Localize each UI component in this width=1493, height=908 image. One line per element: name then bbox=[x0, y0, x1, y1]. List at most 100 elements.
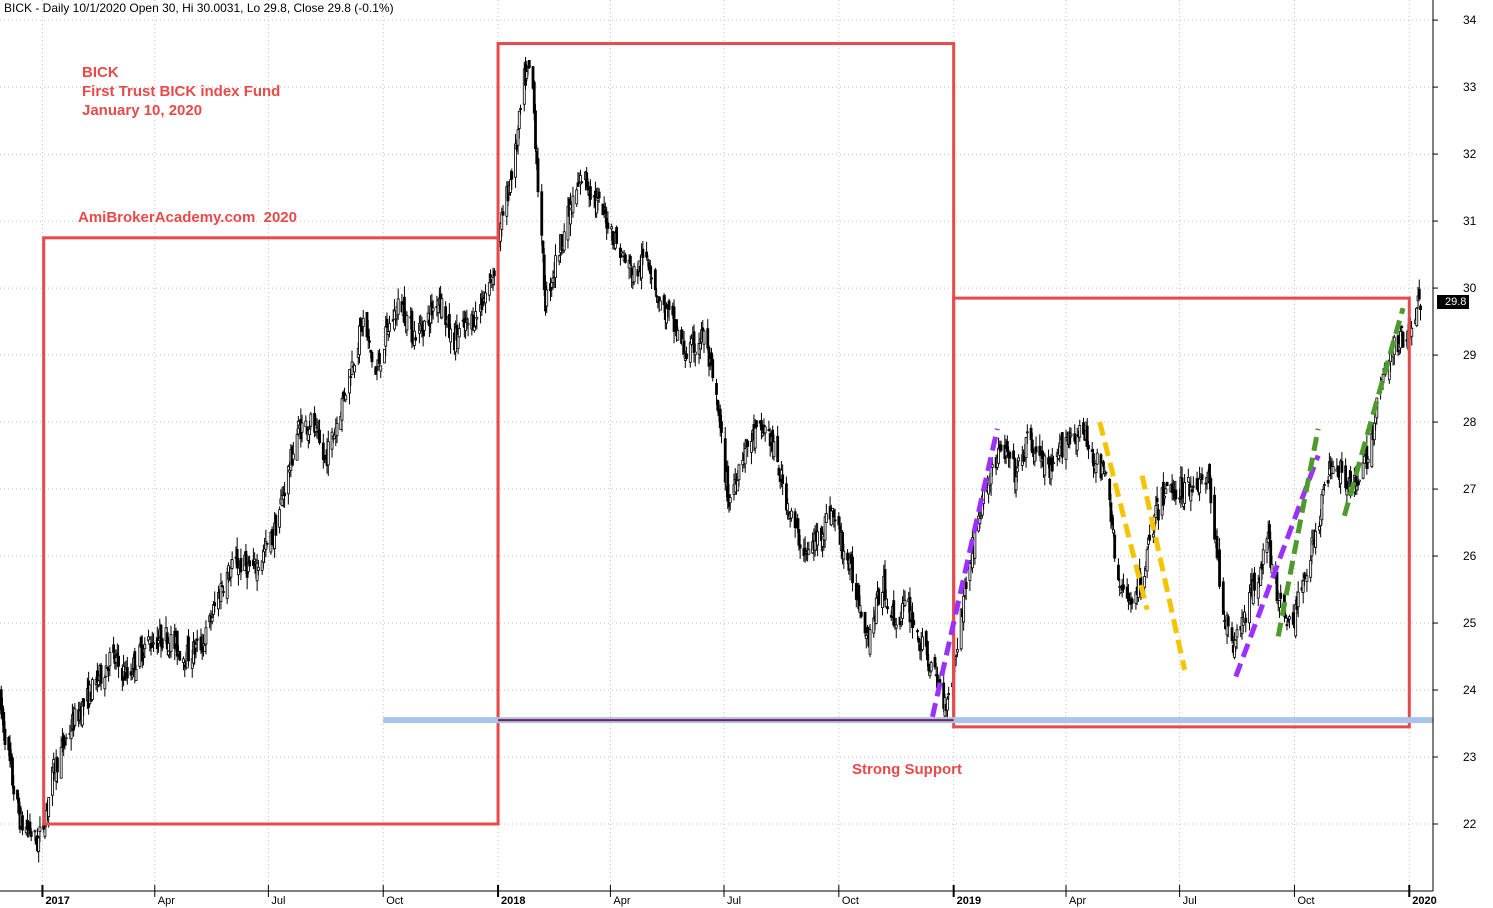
candle-body bbox=[1355, 485, 1359, 491]
candle-body bbox=[706, 328, 710, 349]
candle-body bbox=[551, 277, 555, 283]
candle-body bbox=[962, 595, 966, 623]
candle-body bbox=[760, 420, 763, 431]
candle-body bbox=[868, 629, 872, 655]
candle-body bbox=[175, 630, 179, 657]
candle-body bbox=[621, 252, 625, 257]
candle-body bbox=[256, 566, 260, 571]
date-label: January 10, 2020 bbox=[82, 102, 203, 119]
candle-body bbox=[344, 394, 348, 401]
candle-body bbox=[968, 563, 972, 582]
candle-body bbox=[1230, 627, 1234, 641]
candle-body bbox=[978, 518, 982, 525]
candle-body bbox=[291, 453, 295, 460]
candle-body bbox=[926, 640, 929, 661]
x-tick-label: Apr bbox=[1069, 895, 1086, 907]
candle-body bbox=[178, 651, 182, 661]
candle-body bbox=[1095, 452, 1099, 465]
x-tick-label: Oct bbox=[1297, 895, 1314, 907]
candle-body bbox=[772, 441, 776, 458]
candle-body bbox=[1191, 485, 1195, 488]
candle-body bbox=[383, 348, 386, 364]
trend-line-purple bbox=[930, 428, 1000, 718]
candle-body bbox=[1215, 536, 1219, 559]
candle-body bbox=[235, 548, 239, 569]
candle-body bbox=[237, 567, 240, 576]
candle-body bbox=[134, 669, 138, 681]
candle-body bbox=[130, 674, 134, 678]
candle-body bbox=[160, 638, 164, 649]
candle-body bbox=[640, 254, 644, 279]
candle-body bbox=[1012, 450, 1015, 460]
candle-body bbox=[378, 352, 381, 365]
candle-body bbox=[851, 556, 854, 584]
candle-body bbox=[1389, 353, 1392, 363]
candle-body bbox=[492, 270, 496, 277]
y-tick-label: 33 bbox=[1463, 80, 1477, 94]
candle-body bbox=[786, 503, 790, 511]
candle-body bbox=[536, 158, 540, 193]
candle-body bbox=[335, 422, 339, 436]
candle-body bbox=[665, 307, 668, 324]
candle-body bbox=[318, 429, 321, 444]
candle-body bbox=[464, 322, 468, 331]
candle-body bbox=[1195, 478, 1199, 490]
candle-body bbox=[1261, 549, 1265, 565]
candle-body bbox=[832, 510, 836, 518]
candle-body bbox=[491, 276, 495, 285]
y-tick-label: 27 bbox=[1463, 482, 1477, 496]
candle-body bbox=[1148, 535, 1152, 541]
candle-body bbox=[1183, 482, 1186, 504]
candle-body bbox=[487, 282, 491, 296]
candle-body bbox=[350, 361, 354, 376]
candle-body bbox=[501, 211, 505, 216]
candle-body bbox=[63, 740, 67, 746]
range-box bbox=[952, 296, 1411, 729]
candle-body bbox=[33, 830, 37, 833]
candle-body bbox=[1244, 617, 1248, 623]
candle-body bbox=[1401, 331, 1405, 348]
candle-body bbox=[901, 603, 904, 619]
candle-body bbox=[615, 226, 619, 245]
candle-body bbox=[1296, 591, 1300, 608]
candle-body bbox=[928, 671, 932, 677]
candle-body bbox=[370, 352, 374, 363]
candle-body bbox=[1092, 453, 1095, 467]
candle-body bbox=[423, 320, 426, 331]
candle-body bbox=[676, 330, 680, 341]
candle-body bbox=[1253, 572, 1256, 591]
trend-lines bbox=[930, 307, 1406, 718]
candle-body bbox=[1085, 425, 1089, 447]
y-tick-label: 31 bbox=[1463, 214, 1477, 228]
candle-body bbox=[602, 206, 606, 209]
candle-body bbox=[877, 588, 881, 605]
trend-line-yellow bbox=[1097, 421, 1150, 611]
candle-body bbox=[597, 191, 601, 199]
candle-body bbox=[580, 181, 584, 184]
candle-body bbox=[737, 464, 741, 481]
y-axis: 22 23 24 25 26 27 28 29 30 31 32 33 34 bbox=[1432, 0, 1477, 891]
y-tick-label: 25 bbox=[1463, 616, 1477, 630]
candle-body bbox=[105, 666, 109, 669]
candle-body bbox=[1223, 620, 1226, 623]
candle-body bbox=[515, 144, 519, 150]
candle-body bbox=[797, 529, 801, 546]
candle-body bbox=[1200, 474, 1204, 480]
candle-body bbox=[716, 400, 720, 411]
candle-body bbox=[330, 431, 334, 450]
candle-body bbox=[403, 296, 406, 324]
candle-body bbox=[610, 226, 614, 230]
candle-body bbox=[753, 427, 757, 449]
candle-body bbox=[152, 642, 155, 645]
candle-body bbox=[596, 198, 600, 202]
candle-body bbox=[475, 316, 479, 320]
candle-body bbox=[804, 552, 808, 555]
candle-body bbox=[557, 255, 561, 262]
candle-body bbox=[1235, 629, 1239, 638]
candle-body bbox=[379, 365, 383, 372]
candle-body bbox=[47, 797, 51, 817]
candle-body bbox=[1122, 584, 1125, 590]
x-tick-label: Jul bbox=[271, 895, 285, 907]
candle-body bbox=[29, 831, 33, 837]
